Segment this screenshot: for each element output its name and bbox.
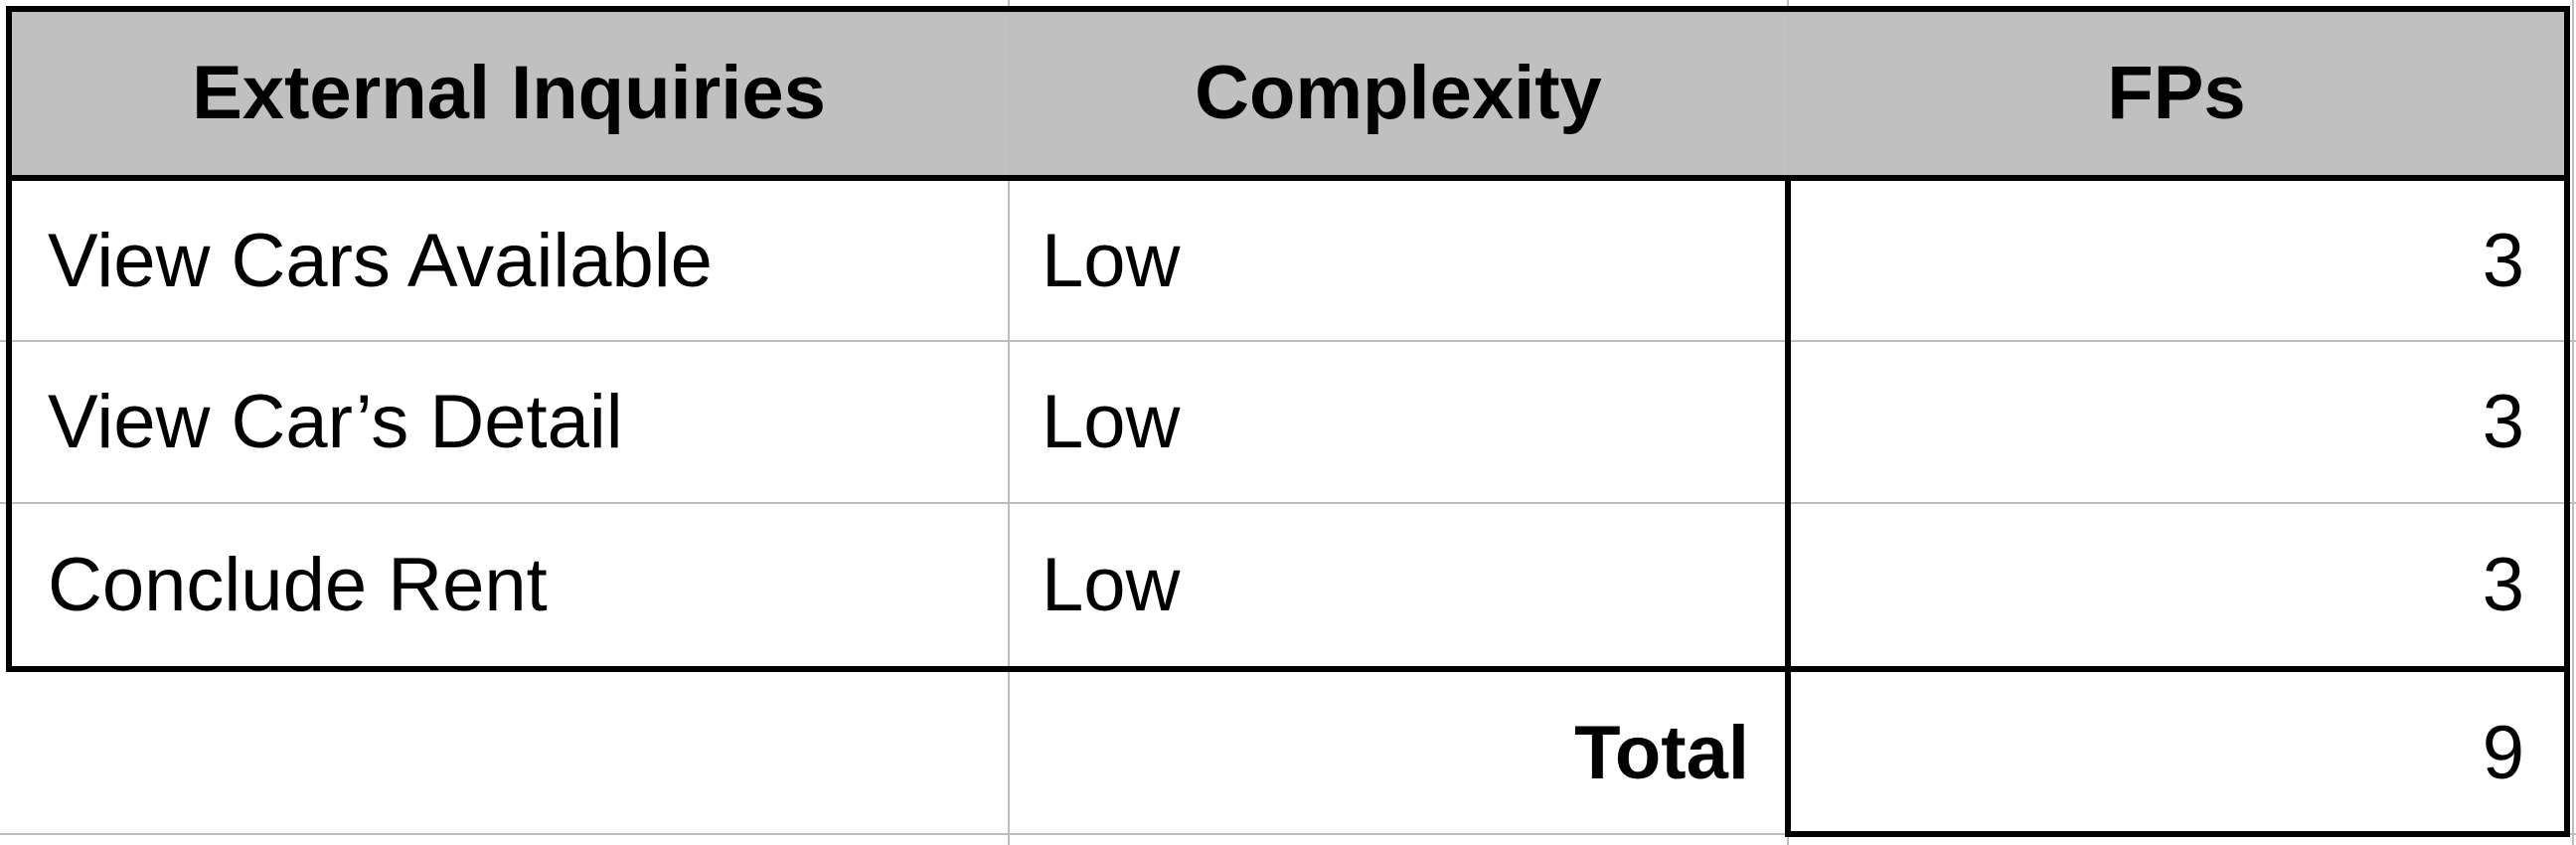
- header-border-bottom: [6, 175, 2570, 181]
- fps-column-border-left: [1785, 175, 1791, 672]
- total-value[interactable]: 9: [2482, 710, 2524, 795]
- table-row-2-inquiry[interactable]: View Car’s Detail: [48, 380, 623, 464]
- gridline-vertical: [1008, 0, 1010, 845]
- gridline-horizontal: [0, 833, 2576, 835]
- header-fps[interactable]: FPs: [1789, 10, 2564, 175]
- table-border-left: [6, 6, 12, 672]
- total-box-border-right: [2564, 666, 2570, 837]
- table-row-1-complexity[interactable]: Low: [1042, 218, 1181, 303]
- total-box-border-left: [1785, 666, 1791, 837]
- header-complexity[interactable]: Complexity: [1010, 10, 1787, 175]
- total-label[interactable]: Total: [1574, 710, 1749, 795]
- table-row-2-complexity[interactable]: Low: [1042, 380, 1181, 464]
- gridline-horizontal: [0, 502, 2576, 504]
- table-row-3-complexity[interactable]: Low: [1042, 543, 1181, 627]
- table-row-1-fps[interactable]: 3: [2482, 218, 2524, 303]
- total-row-empty-cell[interactable]: [10, 672, 1008, 833]
- table-border-top: [6, 6, 2570, 12]
- header-external-inquiries[interactable]: External Inquiries: [10, 10, 1008, 175]
- table-row-2-fps[interactable]: 3: [2482, 380, 2524, 464]
- table-row-1-inquiry[interactable]: View Cars Available: [48, 218, 713, 303]
- table-border-right: [2564, 6, 2570, 672]
- gridline-vertical: [2572, 0, 2574, 845]
- table-row-3-inquiry[interactable]: Conclude Rent: [48, 543, 548, 627]
- gridline-horizontal: [0, 340, 2576, 342]
- table-border-bottom: [6, 666, 2570, 672]
- total-box-border-bottom: [1785, 831, 2570, 837]
- table-row-3-fps[interactable]: 3: [2482, 543, 2524, 627]
